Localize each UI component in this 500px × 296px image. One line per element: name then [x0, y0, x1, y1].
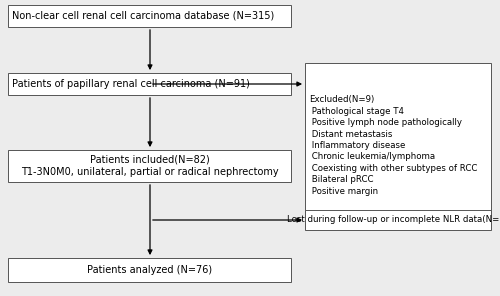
FancyBboxPatch shape [8, 5, 291, 27]
Text: Patients analyzed (N=76): Patients analyzed (N=76) [87, 265, 212, 275]
Text: Patients of papillary renal cell carcinoma (N=91): Patients of papillary renal cell carcino… [12, 79, 250, 89]
FancyBboxPatch shape [305, 63, 491, 228]
Text: Non-clear cell renal cell carcinoma database (N=315): Non-clear cell renal cell carcinoma data… [12, 11, 274, 21]
Text: Excluded(N=9)
 Pathological stage T4
 Positive lymph node pathologically
 Distan: Excluded(N=9) Pathological stage T4 Posi… [309, 95, 478, 196]
FancyBboxPatch shape [8, 150, 291, 182]
Text: Patients included(N=82)
T1-3N0M0, unilateral, partial or radical nephrectomy: Patients included(N=82) T1-3N0M0, unilat… [20, 155, 278, 177]
FancyBboxPatch shape [8, 73, 291, 95]
FancyBboxPatch shape [8, 258, 291, 282]
FancyBboxPatch shape [305, 210, 491, 230]
Text: Lost during follow-up or incomplete NLR data(N=6): Lost during follow-up or incomplete NLR … [288, 215, 500, 224]
